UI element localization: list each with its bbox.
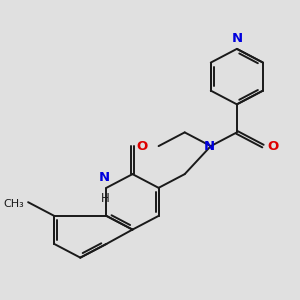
Text: O: O [137,140,148,153]
Text: H: H [100,192,109,205]
Text: O: O [267,140,278,153]
Text: N: N [99,171,110,184]
Text: N: N [231,32,242,45]
Text: N: N [204,140,215,153]
Text: CH₃: CH₃ [4,199,24,209]
